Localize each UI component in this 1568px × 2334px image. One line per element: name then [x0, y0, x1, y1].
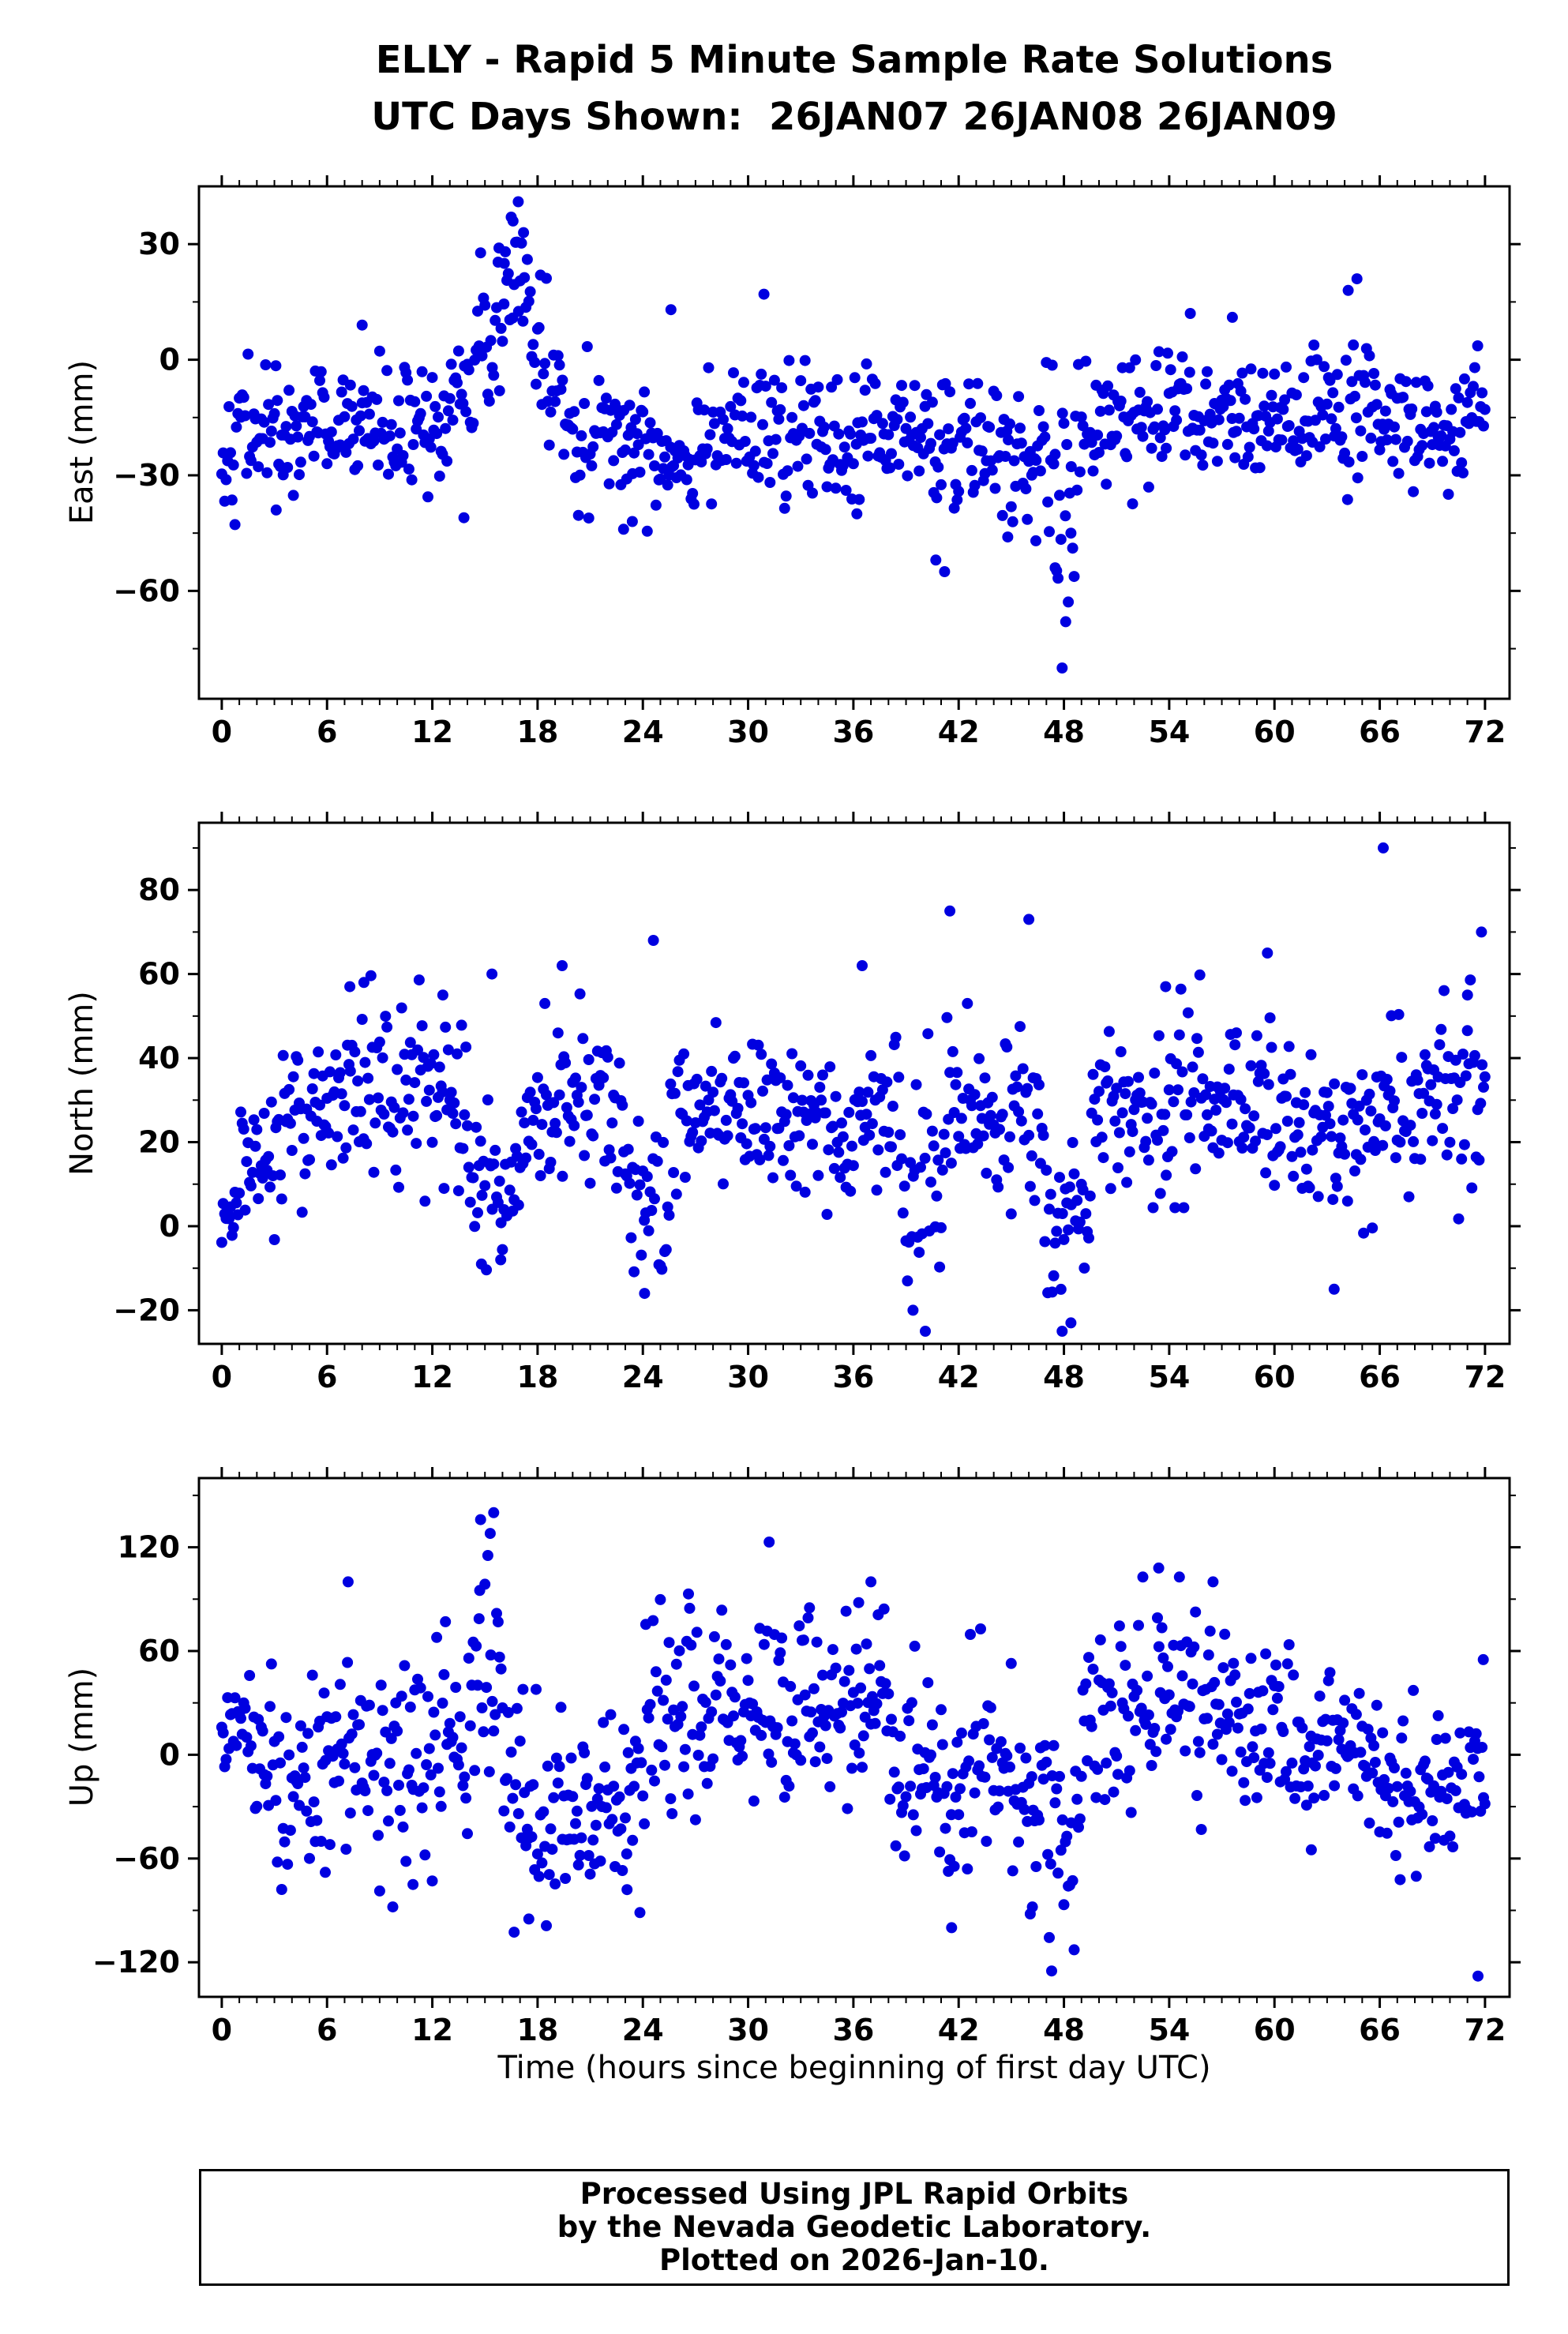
- svg-text:60: 60: [1254, 1360, 1296, 1394]
- svg-text:60: 60: [1254, 2013, 1296, 2047]
- svg-text:30: 30: [727, 715, 769, 749]
- svg-text:6: 6: [317, 715, 337, 749]
- svg-text:120: 120: [118, 1530, 180, 1565]
- svg-text:18: 18: [516, 2013, 558, 2047]
- svg-text:20: 20: [138, 1125, 180, 1160]
- svg-text:12: 12: [411, 715, 453, 749]
- svg-text:24: 24: [622, 2013, 664, 2047]
- svg-text:60: 60: [1254, 715, 1296, 749]
- svg-text:36: 36: [832, 2013, 874, 2047]
- svg-text:24: 24: [622, 715, 664, 749]
- svg-text:18: 18: [516, 715, 558, 749]
- svg-text:48: 48: [1043, 715, 1085, 749]
- svg-text:42: 42: [938, 1360, 980, 1394]
- svg-text:0: 0: [159, 1737, 180, 1772]
- svg-text:12: 12: [411, 2013, 453, 2047]
- footer-line-2: by the Nevada Geodetic Laboratory.: [557, 2210, 1152, 2244]
- svg-text:12: 12: [411, 1360, 453, 1394]
- svg-text:60: 60: [138, 1634, 180, 1668]
- svg-text:66: 66: [1359, 1360, 1401, 1394]
- svg-text:30: 30: [727, 2013, 769, 2047]
- svg-text:30: 30: [727, 1360, 769, 1394]
- svg-text:42: 42: [938, 715, 980, 749]
- chart-subtitle: UTC Days Shown: 26JAN07 26JAN08 26JAN09: [371, 95, 1337, 139]
- svg-text:18: 18: [516, 1360, 558, 1394]
- footer-line-1: Processed Using JPL Rapid Orbits: [580, 2177, 1129, 2211]
- svg-text:24: 24: [622, 1360, 664, 1394]
- svg-text:54: 54: [1148, 2013, 1190, 2047]
- svg-text:72: 72: [1464, 715, 1506, 749]
- svg-text:30: 30: [138, 227, 180, 261]
- svg-text:6: 6: [317, 1360, 337, 1394]
- svg-text:36: 36: [832, 1360, 874, 1394]
- svg-text:−60: −60: [113, 573, 180, 608]
- svg-text:6: 6: [317, 2013, 337, 2047]
- svg-text:36: 36: [832, 715, 874, 749]
- svg-text:60: 60: [138, 957, 180, 992]
- svg-text:0: 0: [212, 715, 232, 749]
- y-axis-label-up: Up (mm): [64, 1667, 100, 1807]
- svg-text:66: 66: [1359, 715, 1401, 749]
- svg-text:40: 40: [138, 1041, 180, 1075]
- footer-line-3: Plotted on 2026-Jan-10.: [658, 2243, 1049, 2277]
- svg-text:0: 0: [159, 343, 180, 377]
- svg-text:54: 54: [1148, 1360, 1190, 1394]
- svg-text:−60: −60: [113, 1841, 180, 1876]
- svg-text:0: 0: [159, 1209, 180, 1244]
- svg-text:80: 80: [138, 872, 180, 907]
- svg-text:54: 54: [1148, 715, 1190, 749]
- svg-text:66: 66: [1359, 2013, 1401, 2047]
- chart-title: ELLY - Rapid 5 Minute Sample Rate Soluti…: [375, 38, 1334, 82]
- svg-text:−120: −120: [92, 1945, 180, 1979]
- svg-text:42: 42: [938, 2013, 980, 2047]
- svg-text:48: 48: [1043, 2013, 1085, 2047]
- svg-text:−20: −20: [113, 1293, 180, 1327]
- svg-text:72: 72: [1464, 2013, 1506, 2047]
- svg-text:48: 48: [1043, 1360, 1085, 1394]
- svg-text:72: 72: [1464, 1360, 1506, 1394]
- y-axis-label-east: East (mm): [64, 359, 100, 525]
- attribution-box: Processed Using JPL Rapid Orbits by the …: [199, 2169, 1510, 2286]
- x-axis-label: Time (hours since beginning of first day…: [497, 2050, 1211, 2086]
- svg-text:0: 0: [212, 2013, 232, 2047]
- title-block: ELLY - Rapid 5 Minute Sample Rate Soluti…: [199, 32, 1510, 145]
- svg-text:−30: −30: [113, 458, 180, 493]
- y-axis-label-north: North (mm): [64, 991, 100, 1176]
- svg-text:0: 0: [212, 1360, 232, 1394]
